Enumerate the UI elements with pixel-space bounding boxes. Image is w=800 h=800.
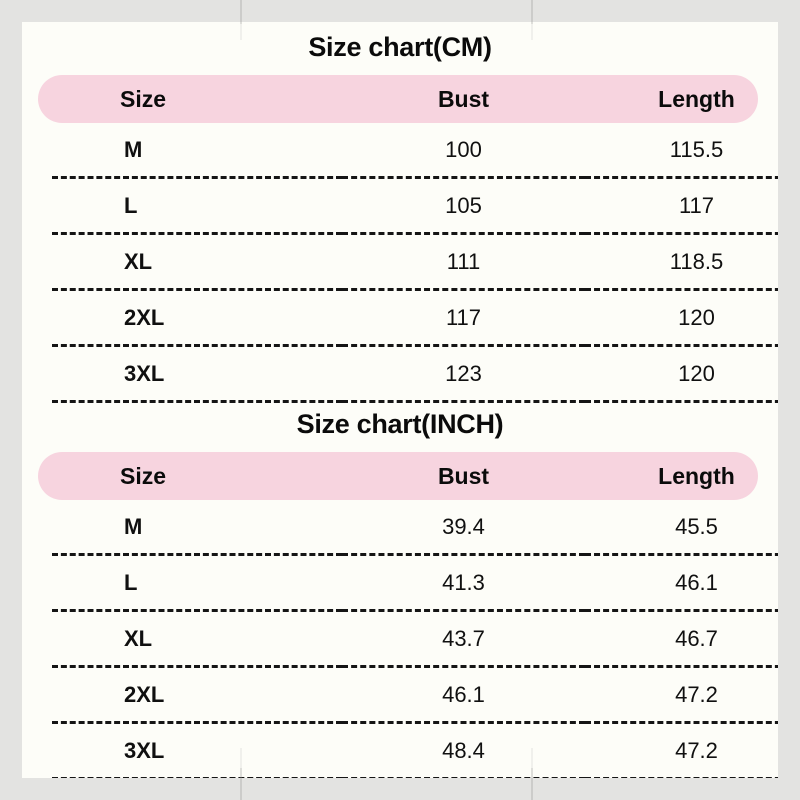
inch-row-length: 47.2 bbox=[585, 666, 778, 724]
cm-row-size: L bbox=[52, 177, 342, 235]
inch-row-length: 46.1 bbox=[585, 554, 778, 612]
inch-chart-title: Size chart(INCH) bbox=[296, 409, 504, 439]
cm-col-header-length: Length bbox=[658, 85, 735, 112]
inch-row-length: 46.7 bbox=[585, 610, 778, 668]
inch-header-band bbox=[38, 452, 758, 500]
inch-row-size: M bbox=[52, 500, 342, 556]
table-row: 3XL 48.4 47.2 bbox=[52, 722, 778, 778]
inch-col-header-length: Length bbox=[658, 462, 735, 489]
cm-row-size: XL bbox=[52, 233, 342, 291]
cm-row-size: M bbox=[52, 123, 342, 179]
inch-row-bust: 46.1 bbox=[342, 666, 585, 724]
cm-row-bust: 123 bbox=[342, 345, 585, 403]
cm-row-length: 117 bbox=[585, 177, 778, 235]
inch-row-length: 47.2 bbox=[585, 722, 778, 778]
inch-row-size: 3XL bbox=[52, 722, 342, 778]
inch-row-size: XL bbox=[52, 610, 342, 668]
inch-table-block: Size Bust Length M 39.4 45.5 L 41.3 46.1 bbox=[22, 452, 778, 778]
cm-row-length: 120 bbox=[585, 345, 778, 403]
cm-row-size: 2XL bbox=[52, 289, 342, 347]
inch-row-bust: 41.3 bbox=[342, 554, 585, 612]
table-row: L 105 117 bbox=[52, 177, 778, 235]
inch-col-header-bust: Bust bbox=[437, 462, 490, 489]
cm-row-length: 115.5 bbox=[585, 123, 778, 179]
table-row: XL 111 118.5 bbox=[52, 233, 778, 291]
inch-row-bust: 39.4 bbox=[342, 500, 585, 556]
cm-row-bust: 117 bbox=[342, 289, 585, 347]
cm-row-length: 120 bbox=[585, 289, 778, 347]
inch-row-size: 2XL bbox=[52, 666, 342, 724]
table-row: M 39.4 45.5 bbox=[52, 500, 778, 556]
cm-col-header-size: Size bbox=[120, 85, 167, 112]
cm-row-bust: 105 bbox=[342, 177, 585, 235]
table-row: M 100 115.5 bbox=[52, 123, 778, 179]
cm-row-bust: 100 bbox=[342, 123, 585, 179]
inch-row-bust: 43.7 bbox=[342, 610, 585, 668]
cm-row-bust: 111 bbox=[342, 233, 585, 291]
cm-chart-title: Size chart(CM) bbox=[308, 32, 492, 62]
cm-row-length: 118.5 bbox=[585, 233, 778, 291]
size-chart-card: Size chart(CM) Size Bust Length M bbox=[22, 22, 778, 778]
cm-col-header-bust: Bust bbox=[437, 85, 490, 112]
table-row: 3XL 123 120 bbox=[52, 345, 778, 403]
table-row: XL 43.7 46.7 bbox=[52, 610, 778, 668]
cm-header-band bbox=[38, 75, 758, 123]
cm-header-row: Size Bust Length bbox=[52, 75, 778, 123]
inch-row-length: 45.5 bbox=[585, 500, 778, 556]
inch-size-table: Size Bust Length M 39.4 45.5 L 41.3 46.1 bbox=[52, 452, 778, 778]
table-row: L 41.3 46.1 bbox=[52, 554, 778, 612]
inch-row-size: L bbox=[52, 554, 342, 612]
cm-row-size: 3XL bbox=[52, 345, 342, 403]
inch-row-bust: 48.4 bbox=[342, 722, 585, 778]
cm-size-table: Size Bust Length M 100 115.5 L 105 117 bbox=[52, 75, 778, 403]
inch-header-row: Size Bust Length bbox=[52, 452, 778, 500]
inch-col-header-size: Size bbox=[120, 462, 167, 489]
table-row: 2XL 117 120 bbox=[52, 289, 778, 347]
cm-table-block: Size Bust Length M 100 115.5 L 105 117 bbox=[22, 75, 778, 403]
table-row: 2XL 46.1 47.2 bbox=[52, 666, 778, 724]
